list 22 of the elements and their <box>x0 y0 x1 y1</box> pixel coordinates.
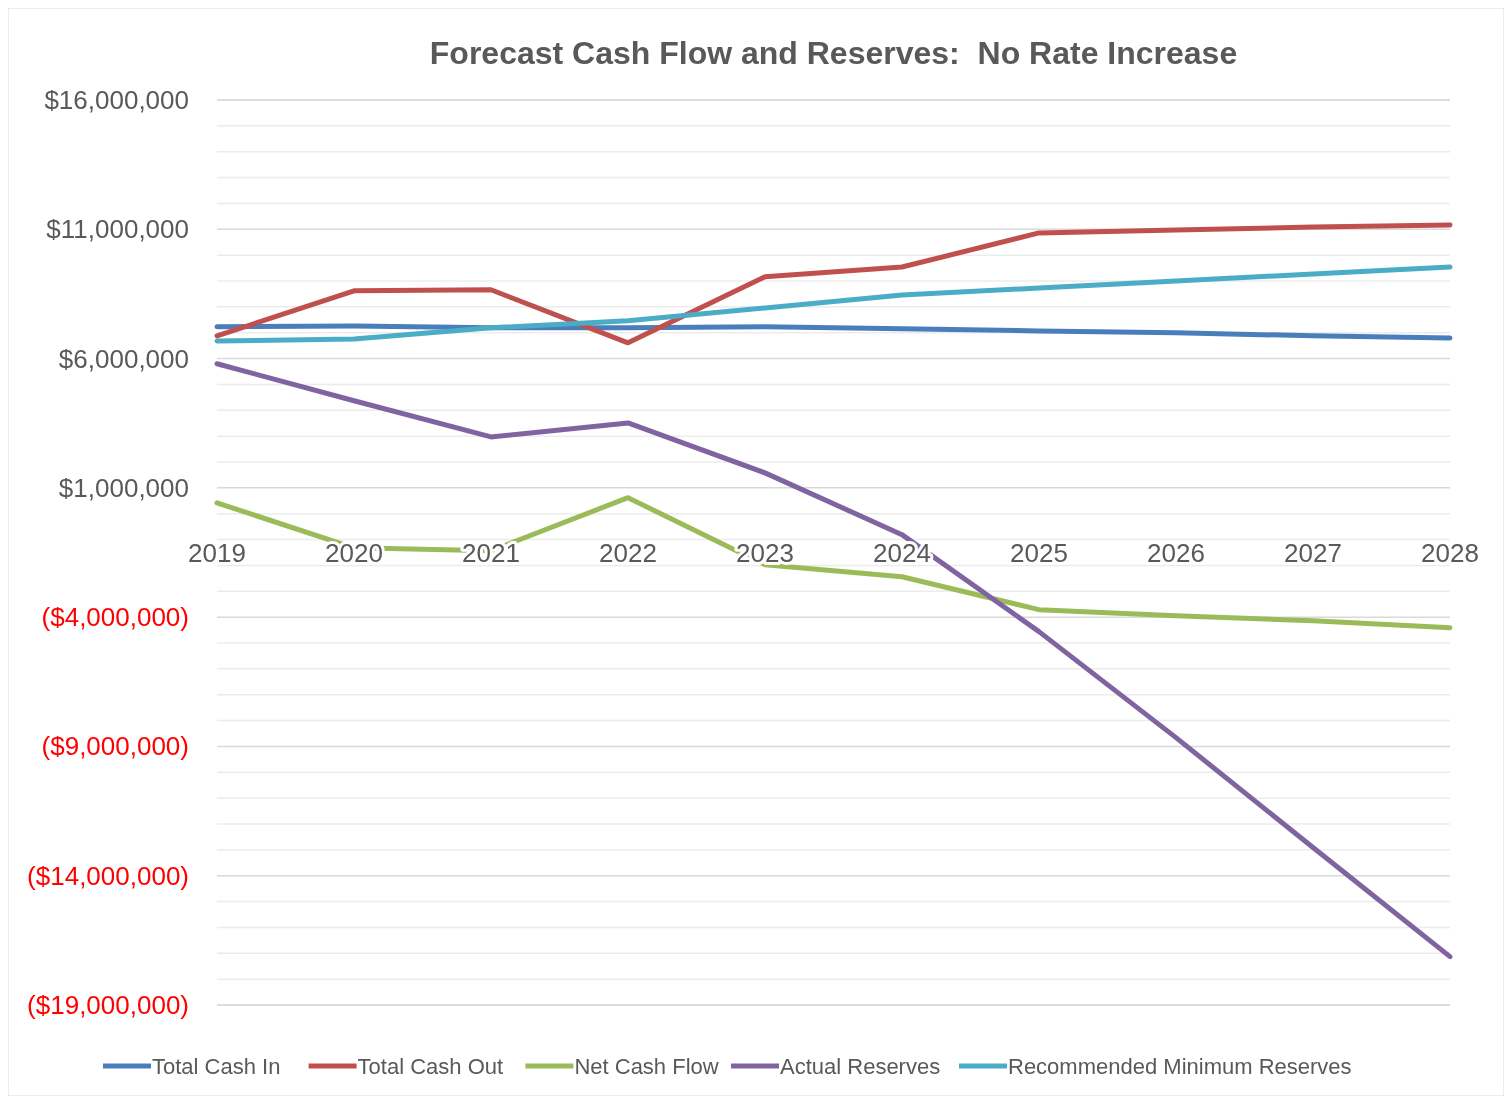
x-tick-label: 2019 <box>188 537 246 568</box>
y-tick-label: $11,000,000 <box>46 214 189 245</box>
x-tick-label: 2022 <box>599 537 657 568</box>
y-tick-label: ($4,000,000) <box>41 602 189 633</box>
y-tick-label: $6,000,000 <box>58 343 189 374</box>
y-tick-label: $16,000,000 <box>44 85 189 115</box>
x-tick-label: 2024 <box>873 537 931 568</box>
y-tick-label: ($19,000,000) <box>27 990 189 1020</box>
y-tick-label: $1,000,000 <box>58 472 189 503</box>
legend-label: Total Cash In <box>152 1054 281 1079</box>
legend-label: Actual Reserves <box>780 1054 941 1079</box>
y-tick-label: ($14,000,000) <box>27 860 189 891</box>
x-tick-label: 2028 <box>1421 537 1479 568</box>
chart-title: Forecast Cash Flow and Reserves: No Rate Increase <box>429 35 1238 71</box>
x-tick-label: 2025 <box>1010 537 1068 568</box>
x-tick-label: 2026 <box>1147 537 1205 568</box>
legend-label: Recommended Minimum Reserves <box>1008 1054 1352 1079</box>
x-tick-label: 2027 <box>1284 537 1342 568</box>
y-tick-label: ($9,000,000) <box>41 731 189 762</box>
legend-label: Net Cash Flow <box>574 1054 719 1079</box>
x-tick-label: 2023 <box>736 537 794 568</box>
legend-label: Total Cash Out <box>357 1054 504 1079</box>
